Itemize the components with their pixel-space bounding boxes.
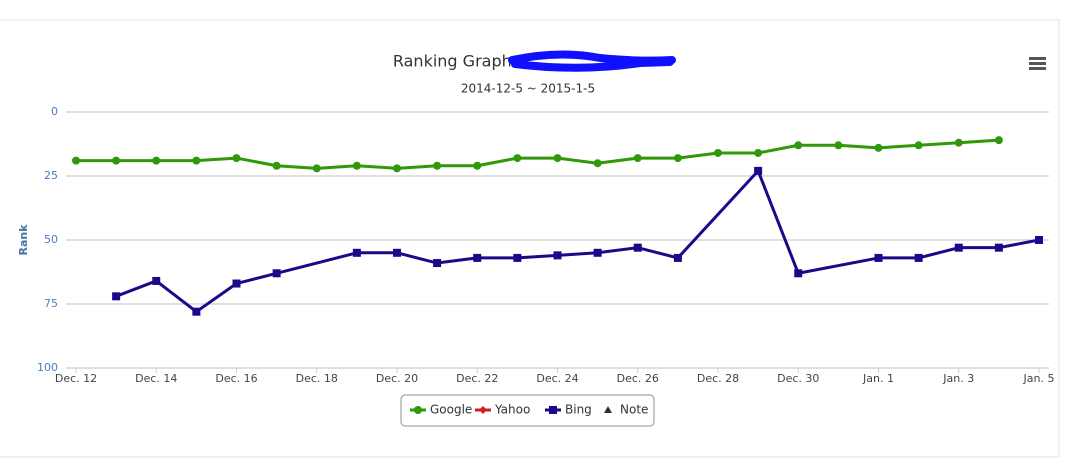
gap-connector	[797, 256, 879, 275]
point	[72, 156, 80, 165]
point	[593, 159, 602, 168]
legend-label[interactable]: Yahoo	[494, 403, 530, 417]
point	[914, 141, 923, 150]
series-line	[756, 170, 800, 274]
x-tick-label: Dec. 16	[215, 372, 257, 385]
point	[593, 248, 602, 257]
point	[754, 166, 763, 175]
point	[433, 161, 442, 170]
point	[714, 148, 722, 157]
x-tick-label: Dec. 18	[296, 372, 338, 385]
point	[352, 161, 361, 170]
point	[874, 143, 883, 152]
redaction	[508, 50, 676, 72]
point	[433, 259, 442, 268]
y-axis-label: Rank	[17, 224, 30, 256]
point	[1035, 236, 1043, 244]
menu-button[interactable]	[1029, 57, 1046, 70]
point	[673, 154, 682, 163]
point	[633, 243, 642, 252]
point	[794, 141, 803, 150]
point	[754, 148, 763, 157]
y-tick-label: 75	[44, 297, 58, 310]
x-tick-label: Jan. 1	[862, 372, 894, 385]
point	[673, 253, 682, 262]
point	[112, 156, 121, 165]
legend-box	[400, 394, 655, 427]
point	[152, 156, 161, 165]
x-tick-label: Dec. 28	[697, 372, 739, 385]
point	[994, 136, 1003, 145]
legend-label[interactable]: Note	[620, 403, 648, 417]
point	[192, 156, 201, 165]
point	[794, 269, 803, 278]
point	[553, 251, 562, 260]
point	[954, 138, 963, 147]
legend-marker	[604, 406, 612, 413]
point	[112, 292, 121, 301]
x-tick-label: Dec. 20	[376, 372, 418, 385]
legend-label[interactable]: Google	[430, 403, 472, 417]
point	[914, 253, 923, 262]
chart-title: Ranking Graph:	[393, 52, 517, 71]
legend-label[interactable]: Bing	[565, 403, 592, 417]
x-tick-label: Dec. 12	[55, 372, 97, 385]
gap-connector	[676, 169, 760, 259]
legend-marker	[549, 406, 557, 414]
point	[513, 154, 522, 163]
point	[272, 161, 281, 170]
y-tick-label: 0	[51, 105, 58, 118]
point	[312, 164, 321, 173]
gap-connector	[276, 251, 358, 275]
y-tick-label: 50	[44, 233, 58, 246]
point	[272, 269, 281, 278]
point	[393, 164, 401, 173]
point	[232, 279, 241, 288]
x-tick-label: Dec. 14	[135, 372, 177, 385]
y-tick-label: 100	[37, 361, 58, 374]
x-tick-label: Dec. 24	[536, 372, 578, 385]
point	[874, 253, 883, 262]
point	[352, 248, 361, 257]
point	[994, 243, 1003, 252]
x-tick-label: Jan. 5	[1023, 372, 1055, 385]
point	[834, 141, 843, 150]
point	[393, 248, 401, 257]
point	[553, 154, 562, 163]
legend-marker	[479, 406, 487, 414]
panel	[0, 19, 1060, 458]
x-tick-label: Jan. 3	[942, 372, 974, 385]
point	[954, 243, 963, 252]
x-tick-label: Dec. 22	[456, 372, 498, 385]
chart-subtitle: 2014-12-5 ~ 2015-1-5	[461, 82, 595, 96]
y-tick-label: 25	[44, 169, 58, 182]
point	[633, 154, 642, 163]
series-line	[76, 138, 999, 170]
point	[473, 161, 482, 170]
point	[152, 276, 161, 285]
legend-marker	[414, 406, 422, 414]
point	[513, 253, 522, 262]
x-tick-label: Dec. 30	[777, 372, 819, 385]
point	[473, 253, 482, 262]
point	[192, 307, 201, 316]
point	[232, 154, 241, 163]
x-tick-label: Dec. 26	[617, 372, 659, 385]
